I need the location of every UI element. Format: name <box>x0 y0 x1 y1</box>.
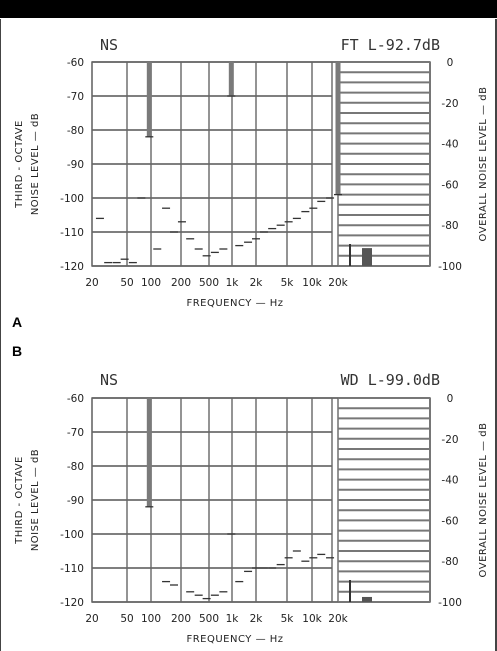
x-tick-label: 20 <box>85 613 98 625</box>
right-axis-label: OVERALL NOISE LEVEL — dB <box>478 423 489 578</box>
left-y-tick-label: -110 <box>60 563 84 575</box>
left-axis-label-line2: NOISE LEVEL — dB <box>30 449 41 551</box>
overall-level-bar <box>362 596 372 602</box>
right-y-tick-label: -60 <box>441 179 458 191</box>
left-axis-label-line2: NOISE LEVEL — dB <box>30 113 41 215</box>
x-tick-label: 20k <box>328 277 348 289</box>
left-y-tick-label: -70 <box>67 91 84 103</box>
x-tick-label: 1k <box>226 613 240 625</box>
right-y-tick-label: -40 <box>441 139 458 151</box>
left-y-tick-label: -80 <box>67 125 84 137</box>
header-right-label: WD L-99.0dB <box>341 371 440 389</box>
header-right-label: FT L-92.7dB <box>341 36 440 54</box>
x-tick-label: 10k <box>302 277 322 289</box>
panel-letter: A <box>12 314 22 330</box>
chart-panel-a: ANS FT L-92.7dB-60-70-80-90-100-110-12020… <box>12 36 489 330</box>
left-y-tick-label: -70 <box>67 427 84 439</box>
x-tick-label: 200 <box>171 277 191 289</box>
right-y-tick-label: 0 <box>447 57 454 69</box>
panel-letter: B <box>12 343 22 359</box>
x-tick-label: 2k <box>250 277 264 289</box>
x-tick-label: 100 <box>141 277 161 289</box>
left-y-tick-label: -100 <box>60 529 84 541</box>
right-y-tick-label: -80 <box>441 220 458 232</box>
header-left-label: NS <box>100 371 118 389</box>
right-y-tick-label: -80 <box>441 556 458 568</box>
left-y-tick-label: -60 <box>67 57 84 69</box>
x-tick-label: 200 <box>171 613 191 625</box>
right-y-tick-label: -100 <box>438 597 462 609</box>
x-tick-label: 50 <box>120 277 133 289</box>
right-axis-label: OVERALL NOISE LEVEL — dB <box>478 87 489 242</box>
left-y-tick-label: -120 <box>60 261 84 273</box>
x-tick-label: 100 <box>141 613 161 625</box>
left-y-tick-label: -120 <box>60 597 84 609</box>
x-tick-label: 10k <box>302 613 322 625</box>
left-y-tick-label: -100 <box>60 193 84 205</box>
right-y-tick-label: -100 <box>438 261 462 273</box>
left-y-tick-label: -80 <box>67 461 84 473</box>
x-tick-label: 5k <box>281 277 295 289</box>
chart-panel-b: BNS WD L-99.0dB-60-70-80-90-100-110-12020… <box>12 343 489 645</box>
x-tick-label: 500 <box>199 613 219 625</box>
x-tick-label: 2k <box>250 613 264 625</box>
x-axis-label: FREQUENCY — Hz <box>186 634 283 645</box>
x-tick-label: 20 <box>85 277 98 289</box>
top-border-bar <box>0 0 497 18</box>
x-tick-label: 50 <box>120 613 133 625</box>
left-y-tick-label: -90 <box>67 159 84 171</box>
left-axis-label-line1: THIRD - OCTAVE <box>14 456 25 545</box>
right-y-tick-label: -20 <box>441 434 458 446</box>
overall-level-bar <box>362 248 372 266</box>
right-y-tick-label: 0 <box>447 393 454 405</box>
left-axis-label-line1: THIRD - OCTAVE <box>14 120 25 209</box>
x-tick-label: 5k <box>281 613 295 625</box>
header-left-label: NS <box>100 36 118 54</box>
right-y-tick-label: -60 <box>441 515 458 527</box>
x-tick-label: 1k <box>226 277 240 289</box>
right-y-tick-label: -40 <box>441 475 458 487</box>
x-tick-label: 20k <box>328 613 348 625</box>
left-y-tick-label: -90 <box>67 495 84 507</box>
x-tick-label: 500 <box>199 277 219 289</box>
left-y-tick-label: -60 <box>67 393 84 405</box>
x-axis-label: FREQUENCY — Hz <box>186 298 283 309</box>
left-y-tick-label: -110 <box>60 227 84 239</box>
right-y-tick-label: -20 <box>441 98 458 110</box>
